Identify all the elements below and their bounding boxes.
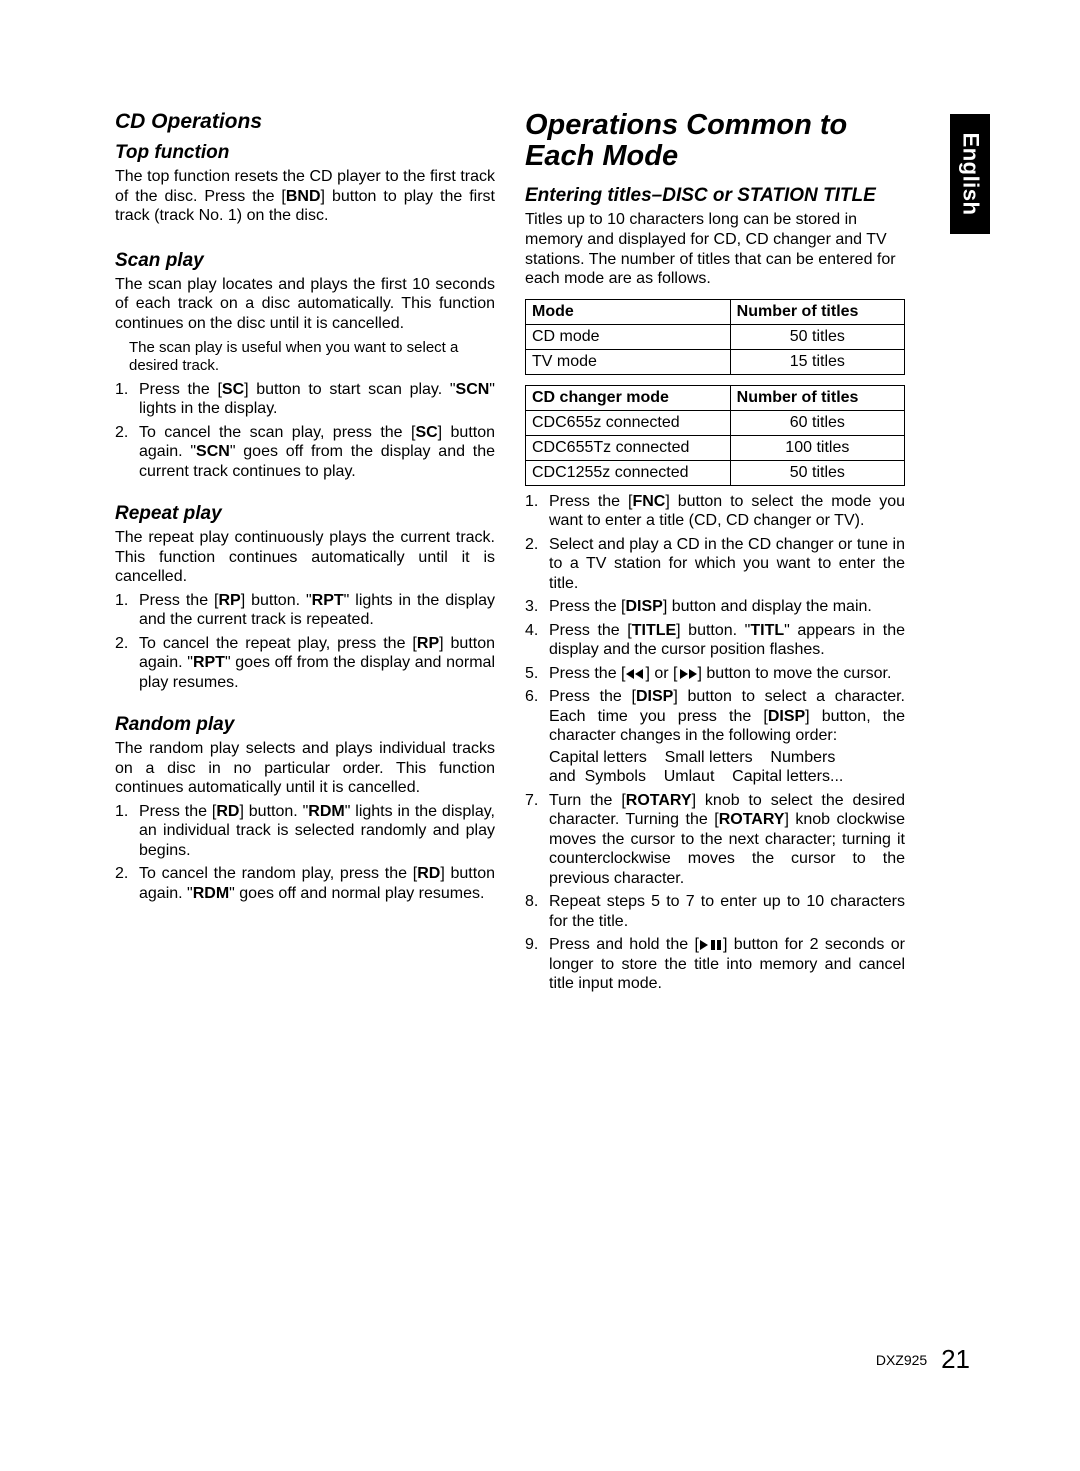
table-cell: 60 titles — [730, 410, 904, 435]
table-cell: CDC655z connected — [526, 410, 731, 435]
rewind-icon — [625, 668, 645, 680]
manual-page: English CD Operations Top function The t… — [0, 0, 1080, 1471]
list-item: 2.To cancel the random play, press the [… — [115, 864, 495, 903]
entering-titles-body: Titles up to 10 characters long can be s… — [525, 210, 905, 288]
list-item: 2.To cancel the scan play, press the [SC… — [115, 423, 495, 482]
list-item: 1.Press the [SC] button to start scan pl… — [115, 380, 495, 419]
character-order: Capital letters Small letters Numbers an… — [549, 748, 905, 787]
table-header: Number of titles — [730, 385, 904, 410]
table-row: TV mode 15 titles — [526, 349, 905, 374]
table-cell: 100 titles — [730, 435, 904, 460]
table-cell: 50 titles — [730, 324, 904, 349]
entering-titles-steps: 1.Press the [FNC] button to select the m… — [525, 492, 905, 994]
right-column: Operations Common to Each Mode Entering … — [525, 110, 905, 998]
page-footer: DXZ925 21 — [876, 1344, 970, 1375]
scan-play-steps: 1.Press the [SC] button to start scan pl… — [115, 380, 495, 482]
list-item: 2.To cancel the repeat play, press the [… — [115, 634, 495, 693]
top-function-body: The top function resets the CD player to… — [115, 167, 495, 226]
scan-play-body: The scan play locates and plays the firs… — [115, 275, 495, 334]
table-header: Number of titles — [730, 299, 904, 324]
random-play-heading: Random play — [115, 714, 495, 736]
repeat-play-body: The repeat play continuously plays the c… — [115, 528, 495, 587]
mode-titles-table: Mode Number of titles CD mode 50 titles … — [525, 299, 905, 375]
scan-play-heading: Scan play — [115, 250, 495, 272]
left-column: CD Operations Top function The top funct… — [115, 110, 495, 998]
table-cell: CDC655Tz connected — [526, 435, 731, 460]
random-play-steps: 1.Press the [RD] button. "RDM" lights in… — [115, 802, 495, 904]
main-heading: Operations Common to Each Mode — [525, 110, 905, 173]
list-item: 1.Press the [FNC] button to select the m… — [525, 492, 905, 531]
table-header: CD changer mode — [526, 385, 731, 410]
language-label: English — [957, 133, 983, 216]
repeat-play-heading: Repeat play — [115, 503, 495, 525]
list-item: 5.Press the [] or [] button to move the … — [525, 664, 905, 684]
page-number: 21 — [941, 1344, 970, 1374]
changer-titles-table: CD changer mode Number of titles CDC655z… — [525, 385, 905, 486]
scan-play-note: The scan play is useful when you want to… — [129, 339, 495, 376]
table-cell: CD mode — [526, 324, 731, 349]
entering-titles-heading: Entering titles–DISC or STATION TITLE — [525, 185, 905, 207]
repeat-play-steps: 1.Press the [RP] button. "RPT" lights in… — [115, 591, 495, 693]
table-row: Mode Number of titles — [526, 299, 905, 324]
language-tab: English — [950, 114, 990, 234]
list-item: 9.Press and hold the [] button for 2 sec… — [525, 935, 905, 994]
table-cell: CDC1255z connected — [526, 460, 731, 485]
list-item: 1.Press the [RD] button. "RDM" lights in… — [115, 802, 495, 861]
table-row: CD changer mode Number of titles — [526, 385, 905, 410]
table-row: CDC655z connected 60 titles — [526, 410, 905, 435]
content-columns: CD Operations Top function The top funct… — [115, 110, 980, 998]
table-cell: 15 titles — [730, 349, 904, 374]
table-cell: 50 titles — [730, 460, 904, 485]
list-item: 3.Press the [DISP] button and display th… — [525, 597, 905, 617]
top-function-heading: Top function — [115, 142, 495, 164]
list-item: 1.Press the [RP] button. "RPT" lights in… — [115, 591, 495, 630]
play-pause-icon — [699, 939, 723, 951]
forward-icon — [678, 668, 698, 680]
table-row: CD mode 50 titles — [526, 324, 905, 349]
list-item: 4.Press the [TITLE] button. "TITL" appea… — [525, 621, 905, 660]
list-item: 6.Press the [DISP] button to select a ch… — [525, 687, 905, 787]
model-number: DXZ925 — [876, 1352, 927, 1368]
list-item: 7.Turn the [ROTARY] knob to select the d… — [525, 791, 905, 889]
random-play-body: The random play selects and plays indivi… — [115, 739, 495, 798]
table-header: Mode — [526, 299, 731, 324]
table-row: CDC655Tz connected 100 titles — [526, 435, 905, 460]
table-cell: TV mode — [526, 349, 731, 374]
section-heading: CD Operations — [115, 110, 495, 134]
list-item: 2.Select and play a CD in the CD changer… — [525, 535, 905, 594]
list-item: 8.Repeat steps 5 to 7 to enter up to 10 … — [525, 892, 905, 931]
table-row: CDC1255z connected 50 titles — [526, 460, 905, 485]
